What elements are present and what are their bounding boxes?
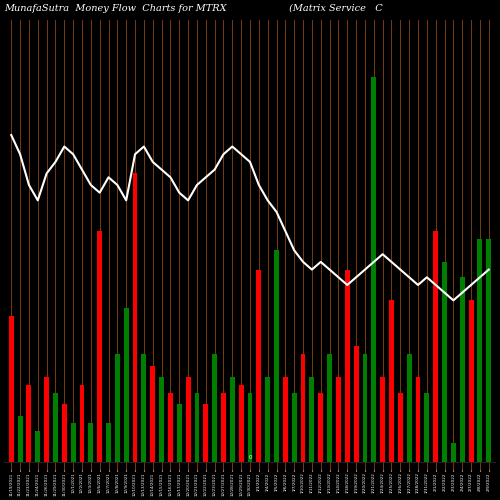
Bar xyxy=(9,316,14,462)
Bar xyxy=(132,174,138,462)
Bar xyxy=(292,392,296,462)
Bar xyxy=(256,270,262,462)
Text: MunafaSutra  Money Flow  Charts for MTRX                    (Matrix Service   C: MunafaSutra Money Flow Charts for MTRX (… xyxy=(4,4,383,14)
Bar xyxy=(150,366,155,462)
Bar xyxy=(310,378,314,462)
Text: 0: 0 xyxy=(248,455,252,460)
Bar xyxy=(212,354,217,462)
Bar xyxy=(186,378,190,462)
Bar xyxy=(345,270,350,462)
Bar xyxy=(124,308,128,462)
Bar xyxy=(142,354,146,462)
Bar xyxy=(380,378,385,462)
Bar xyxy=(115,354,120,462)
Bar xyxy=(62,404,66,462)
Bar xyxy=(486,239,491,462)
Bar xyxy=(362,354,368,462)
Bar xyxy=(70,424,76,462)
Bar xyxy=(53,392,58,462)
Bar xyxy=(106,424,111,462)
Bar xyxy=(238,385,244,462)
Bar xyxy=(398,392,403,462)
Bar xyxy=(300,354,306,462)
Bar xyxy=(406,354,412,462)
Bar xyxy=(36,431,40,462)
Bar xyxy=(18,416,22,462)
Bar xyxy=(194,392,200,462)
Bar xyxy=(159,378,164,462)
Bar xyxy=(97,231,102,462)
Bar xyxy=(327,354,332,462)
Bar xyxy=(230,378,234,462)
Bar xyxy=(26,385,32,462)
Bar xyxy=(434,231,438,462)
Bar xyxy=(336,378,341,462)
Bar xyxy=(442,262,447,462)
Bar xyxy=(266,378,270,462)
Bar xyxy=(283,378,288,462)
Bar xyxy=(80,385,84,462)
Bar xyxy=(416,378,420,462)
Bar xyxy=(88,424,94,462)
Bar xyxy=(274,250,279,462)
Bar xyxy=(44,378,49,462)
Bar xyxy=(318,392,323,462)
Bar xyxy=(389,300,394,462)
Bar xyxy=(177,404,182,462)
Bar xyxy=(460,278,464,462)
Bar xyxy=(478,239,482,462)
Bar xyxy=(354,346,358,462)
Bar xyxy=(468,300,473,462)
Bar xyxy=(221,392,226,462)
Bar xyxy=(204,404,208,462)
Bar xyxy=(424,392,430,462)
Bar xyxy=(168,392,173,462)
Bar xyxy=(372,78,376,462)
Bar xyxy=(248,392,252,462)
Bar xyxy=(451,442,456,462)
